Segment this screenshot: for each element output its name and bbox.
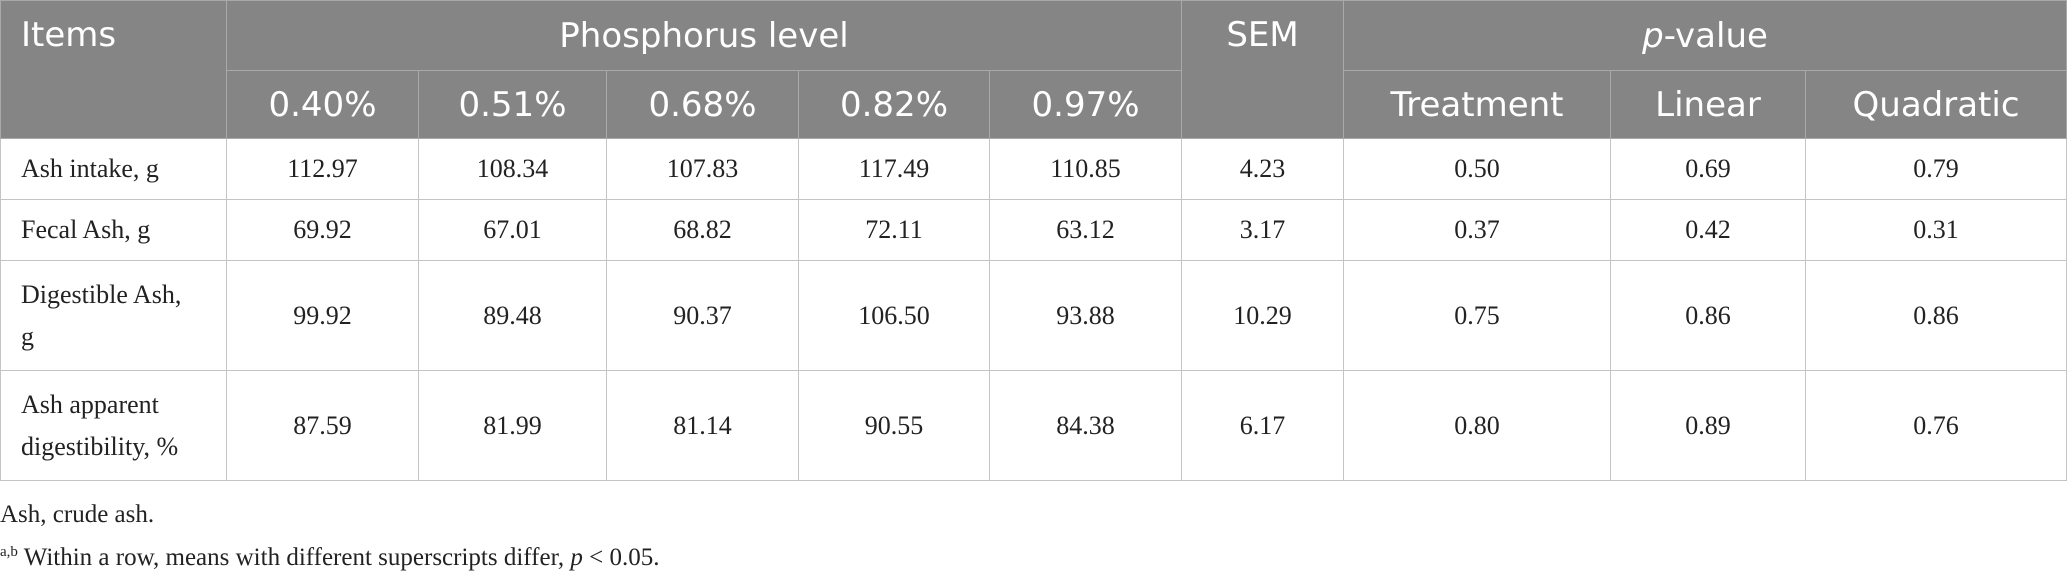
table-cell: 106.50 (798, 260, 990, 371)
footnote-p-italic: p (570, 544, 583, 571)
p-italic: p (1642, 15, 1664, 56)
sem-cell: 10.29 (1181, 260, 1345, 371)
header-sem: SEM (1181, 0, 1345, 139)
table-cell: 81.99 (418, 370, 607, 481)
header-level-5: 0.97% (988, 70, 1183, 139)
header-level-3: 0.68% (606, 70, 799, 139)
p-value-suffix: -value (1663, 15, 1768, 56)
header-level-2: 0.51% (418, 70, 607, 139)
quadratic-cell: 0.76 (1805, 370, 2068, 481)
table-row: Ash intake, g 112.97 108.34 107.83 117.4… (0, 138, 2068, 200)
table-footnotes: Ash, crude ash. a,b Within a row, means … (0, 498, 660, 578)
quadratic-cell: 0.79 (1805, 138, 2068, 200)
header-level-4: 0.82% (798, 70, 990, 139)
treatment-cell: 0.75 (1343, 260, 1612, 371)
table-cell: 99.92 (226, 260, 419, 371)
treatment-cell: 0.50 (1343, 138, 1612, 200)
header-level-1: 0.40% (226, 70, 419, 139)
header-p-value: p-value (1343, 0, 2068, 71)
quadratic-cell: 0.86 (1805, 260, 2068, 371)
table-cell: 93.88 (988, 260, 1183, 371)
table-cell: 112.97 (226, 138, 419, 200)
table-row: Digestible Ash, g 99.92 89.48 90.37 106.5… (0, 260, 2068, 371)
table-cell: 90.37 (606, 260, 799, 371)
linear-cell: 0.86 (1610, 260, 1807, 371)
table-cell: 89.48 (418, 260, 607, 371)
row-label: Ash apparent digestibility, % (0, 370, 227, 481)
row-label: Digestible Ash, g (0, 260, 227, 371)
quadratic-cell: 0.31 (1805, 199, 2068, 261)
row-label-line1: Ash apparent (21, 389, 159, 419)
table-cell: 107.83 (606, 138, 799, 200)
sem-cell: 3.17 (1181, 199, 1345, 261)
header-row-1: Items Phosphorus level SEM p-value (0, 0, 2068, 139)
data-table-container: Items Phosphorus level SEM p-value 0.40%… (0, 0, 2068, 481)
footnote-superscript-marker: a,b (0, 544, 18, 560)
footnote-threshold: < 0.05. (582, 544, 660, 571)
row-label-line2: g (21, 321, 34, 351)
table-cell: 81.14 (606, 370, 799, 481)
footnote-superscripts: a,b Within a row, means with different s… (0, 532, 660, 578)
treatment-cell: 0.37 (1343, 199, 1612, 261)
sem-cell: 4.23 (1181, 138, 1345, 200)
table-cell: 117.49 (798, 138, 990, 200)
header-quadratic: Quadratic (1805, 70, 2068, 139)
table-cell: 90.55 (798, 370, 990, 481)
treatment-cell: 0.80 (1343, 370, 1612, 481)
ash-digestibility-table: Items Phosphorus level SEM p-value 0.40%… (0, 0, 2068, 481)
row-label-line2: digestibility, % (21, 431, 179, 461)
header-phosphorus-level: Phosphorus level (225, 0, 1183, 71)
table-cell: 108.34 (418, 138, 607, 200)
row-label: Fecal Ash, g (0, 199, 227, 261)
table-cell: 72.11 (798, 199, 990, 261)
header-row-2: 0.40% 0.51% 0.68% 0.82% 0.97% Treatment … (1, 70, 2068, 139)
table-cell: 84.38 (988, 370, 1183, 481)
table-cell: 87.59 (226, 370, 419, 481)
linear-cell: 0.42 (1610, 199, 1807, 261)
header-linear: Linear (1610, 70, 1807, 139)
header-treatment: Treatment (1343, 70, 1612, 139)
table-cell: 63.12 (988, 199, 1183, 261)
table-row: Ash apparent digestibility, % 87.59 81.99… (0, 370, 2068, 481)
linear-cell: 0.69 (1610, 138, 1807, 200)
table-row: Fecal Ash, g 69.92 67.01 68.82 72.11 63.… (0, 199, 2068, 261)
table-cell: 69.92 (226, 199, 419, 261)
sem-cell: 6.17 (1181, 370, 1345, 481)
footnote-abbreviation: Ash, crude ash. (0, 501, 155, 528)
row-label-line1: Digestible Ash, (21, 279, 182, 309)
table-cell: 110.85 (988, 138, 1183, 200)
table-cell: 67.01 (418, 199, 607, 261)
row-label: Ash intake, g (0, 138, 227, 200)
linear-cell: 0.89 (1610, 370, 1807, 481)
table-cell: 68.82 (606, 199, 799, 261)
footnote-text: Within a row, means with different super… (17, 544, 571, 571)
header-items: Items (0, 0, 227, 139)
